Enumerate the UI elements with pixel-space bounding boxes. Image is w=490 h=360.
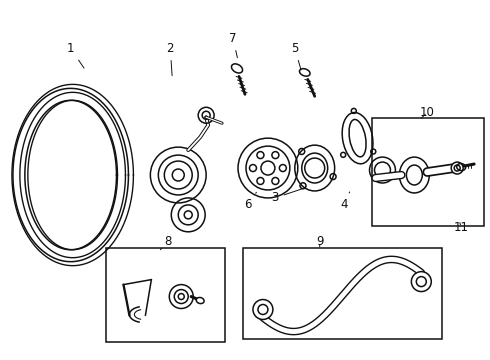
Circle shape xyxy=(253,300,273,319)
Text: 11: 11 xyxy=(454,221,468,234)
Ellipse shape xyxy=(196,297,204,303)
Text: 4: 4 xyxy=(341,192,349,211)
Ellipse shape xyxy=(299,69,310,76)
Bar xyxy=(371,118,484,226)
Bar xyxy=(243,248,442,339)
Ellipse shape xyxy=(231,64,243,73)
Circle shape xyxy=(451,162,463,174)
Text: 6: 6 xyxy=(244,192,256,211)
Text: 9: 9 xyxy=(316,235,323,248)
Text: 7: 7 xyxy=(229,32,238,58)
Text: 5: 5 xyxy=(291,42,301,70)
Text: 3: 3 xyxy=(271,189,302,204)
Bar xyxy=(105,248,225,342)
Text: 1: 1 xyxy=(67,42,84,68)
Text: 10: 10 xyxy=(420,106,435,119)
Text: 8: 8 xyxy=(160,235,172,250)
Circle shape xyxy=(169,285,193,309)
Text: 2: 2 xyxy=(167,42,174,76)
Circle shape xyxy=(412,272,431,292)
